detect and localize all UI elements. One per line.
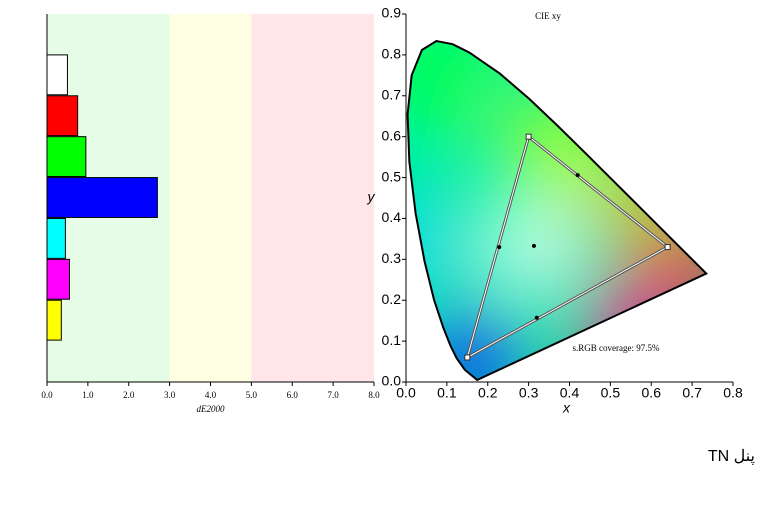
y-tick-label: 0.2 (382, 291, 402, 307)
chromaticity-fill (407, 41, 707, 380)
x-axis-label: dE2000 (197, 404, 225, 414)
x-tick-label: 0.1 (437, 385, 457, 401)
bar (46, 177, 158, 218)
annotation: s.RGB coverage: 97.5% (573, 343, 660, 353)
gamut-midpoint (575, 173, 580, 178)
x-tick-label: 2.0 (123, 390, 135, 400)
y-tick-label: 0.0 (382, 373, 402, 389)
y-tick-label: 0.5 (382, 168, 402, 184)
y-tick-label: 0.6 (382, 127, 402, 143)
band (169, 14, 252, 382)
bar (46, 136, 87, 178)
x-tick-label: 0.0 (41, 390, 53, 400)
y-tick-label: 0.1 (382, 332, 402, 348)
gamut-vertex (664, 244, 671, 251)
y-tick-label: 0.7 (382, 86, 402, 102)
bar (46, 299, 62, 341)
gamut-vertex (464, 354, 471, 361)
x-tick-label: 8.0 (368, 390, 380, 400)
gamut-midpoint (497, 245, 502, 250)
x-axis-label: x (562, 400, 571, 416)
gamut-vertex (525, 133, 532, 140)
x-tick-label: 4.0 (205, 390, 217, 400)
charts: 0.0 1.0 2.0 3.0 4.0 5.0 6.0 7.0 8.0 dE2000 0.0 0.1 0… (41, 5, 743, 416)
bar (46, 258, 70, 300)
y-tick-label: 0.9 (382, 5, 402, 21)
y-tick-label: 0.4 (382, 209, 402, 225)
y-tick-label: 0.8 (382, 46, 402, 62)
x-tick-label: 0.4 (560, 385, 580, 401)
x-tick-label: 0.2 (478, 385, 498, 401)
y-tick-label: 0.3 (382, 250, 402, 266)
x-tick-label: 7.0 (328, 390, 340, 400)
caption: پنل TN (707, 448, 755, 465)
bar (46, 95, 79, 137)
white-point (531, 243, 536, 248)
x-tick-label: 3.0 (164, 390, 176, 400)
x-tick-label: 0.5 (601, 385, 621, 401)
spectral-locus (406, 40, 709, 382)
x-tick-label: 0.3 (519, 385, 539, 401)
gamut-midpoint (534, 315, 539, 320)
x-tick-label: 1.0 (82, 390, 94, 400)
bar (46, 54, 68, 96)
x-tick-label: 6.0 (287, 390, 299, 400)
x-tick-label: 0.0 (396, 385, 416, 401)
chart-title: CIE xy (535, 11, 561, 21)
x-tick-label: 0.6 (642, 385, 662, 401)
band (251, 14, 374, 382)
y-axis-label: y (367, 189, 376, 205)
x-tick-label: 5.0 (246, 390, 258, 400)
x-tick-label: 0.8 (723, 385, 743, 401)
x-tick-label: 0.7 (682, 385, 702, 401)
bar (46, 217, 66, 259)
